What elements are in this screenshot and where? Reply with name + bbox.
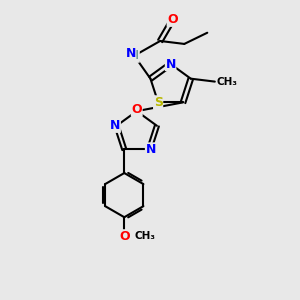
Text: N: N (165, 58, 176, 70)
Text: O: O (167, 13, 178, 26)
Text: N: N (110, 119, 120, 132)
Text: CH₃: CH₃ (135, 231, 156, 241)
Text: O: O (119, 230, 130, 243)
Text: O: O (131, 103, 142, 116)
Text: CH₃: CH₃ (216, 76, 237, 87)
Text: N: N (146, 143, 156, 156)
Text: S: S (154, 96, 163, 109)
Text: N: N (125, 47, 136, 60)
Text: H: H (129, 49, 139, 62)
